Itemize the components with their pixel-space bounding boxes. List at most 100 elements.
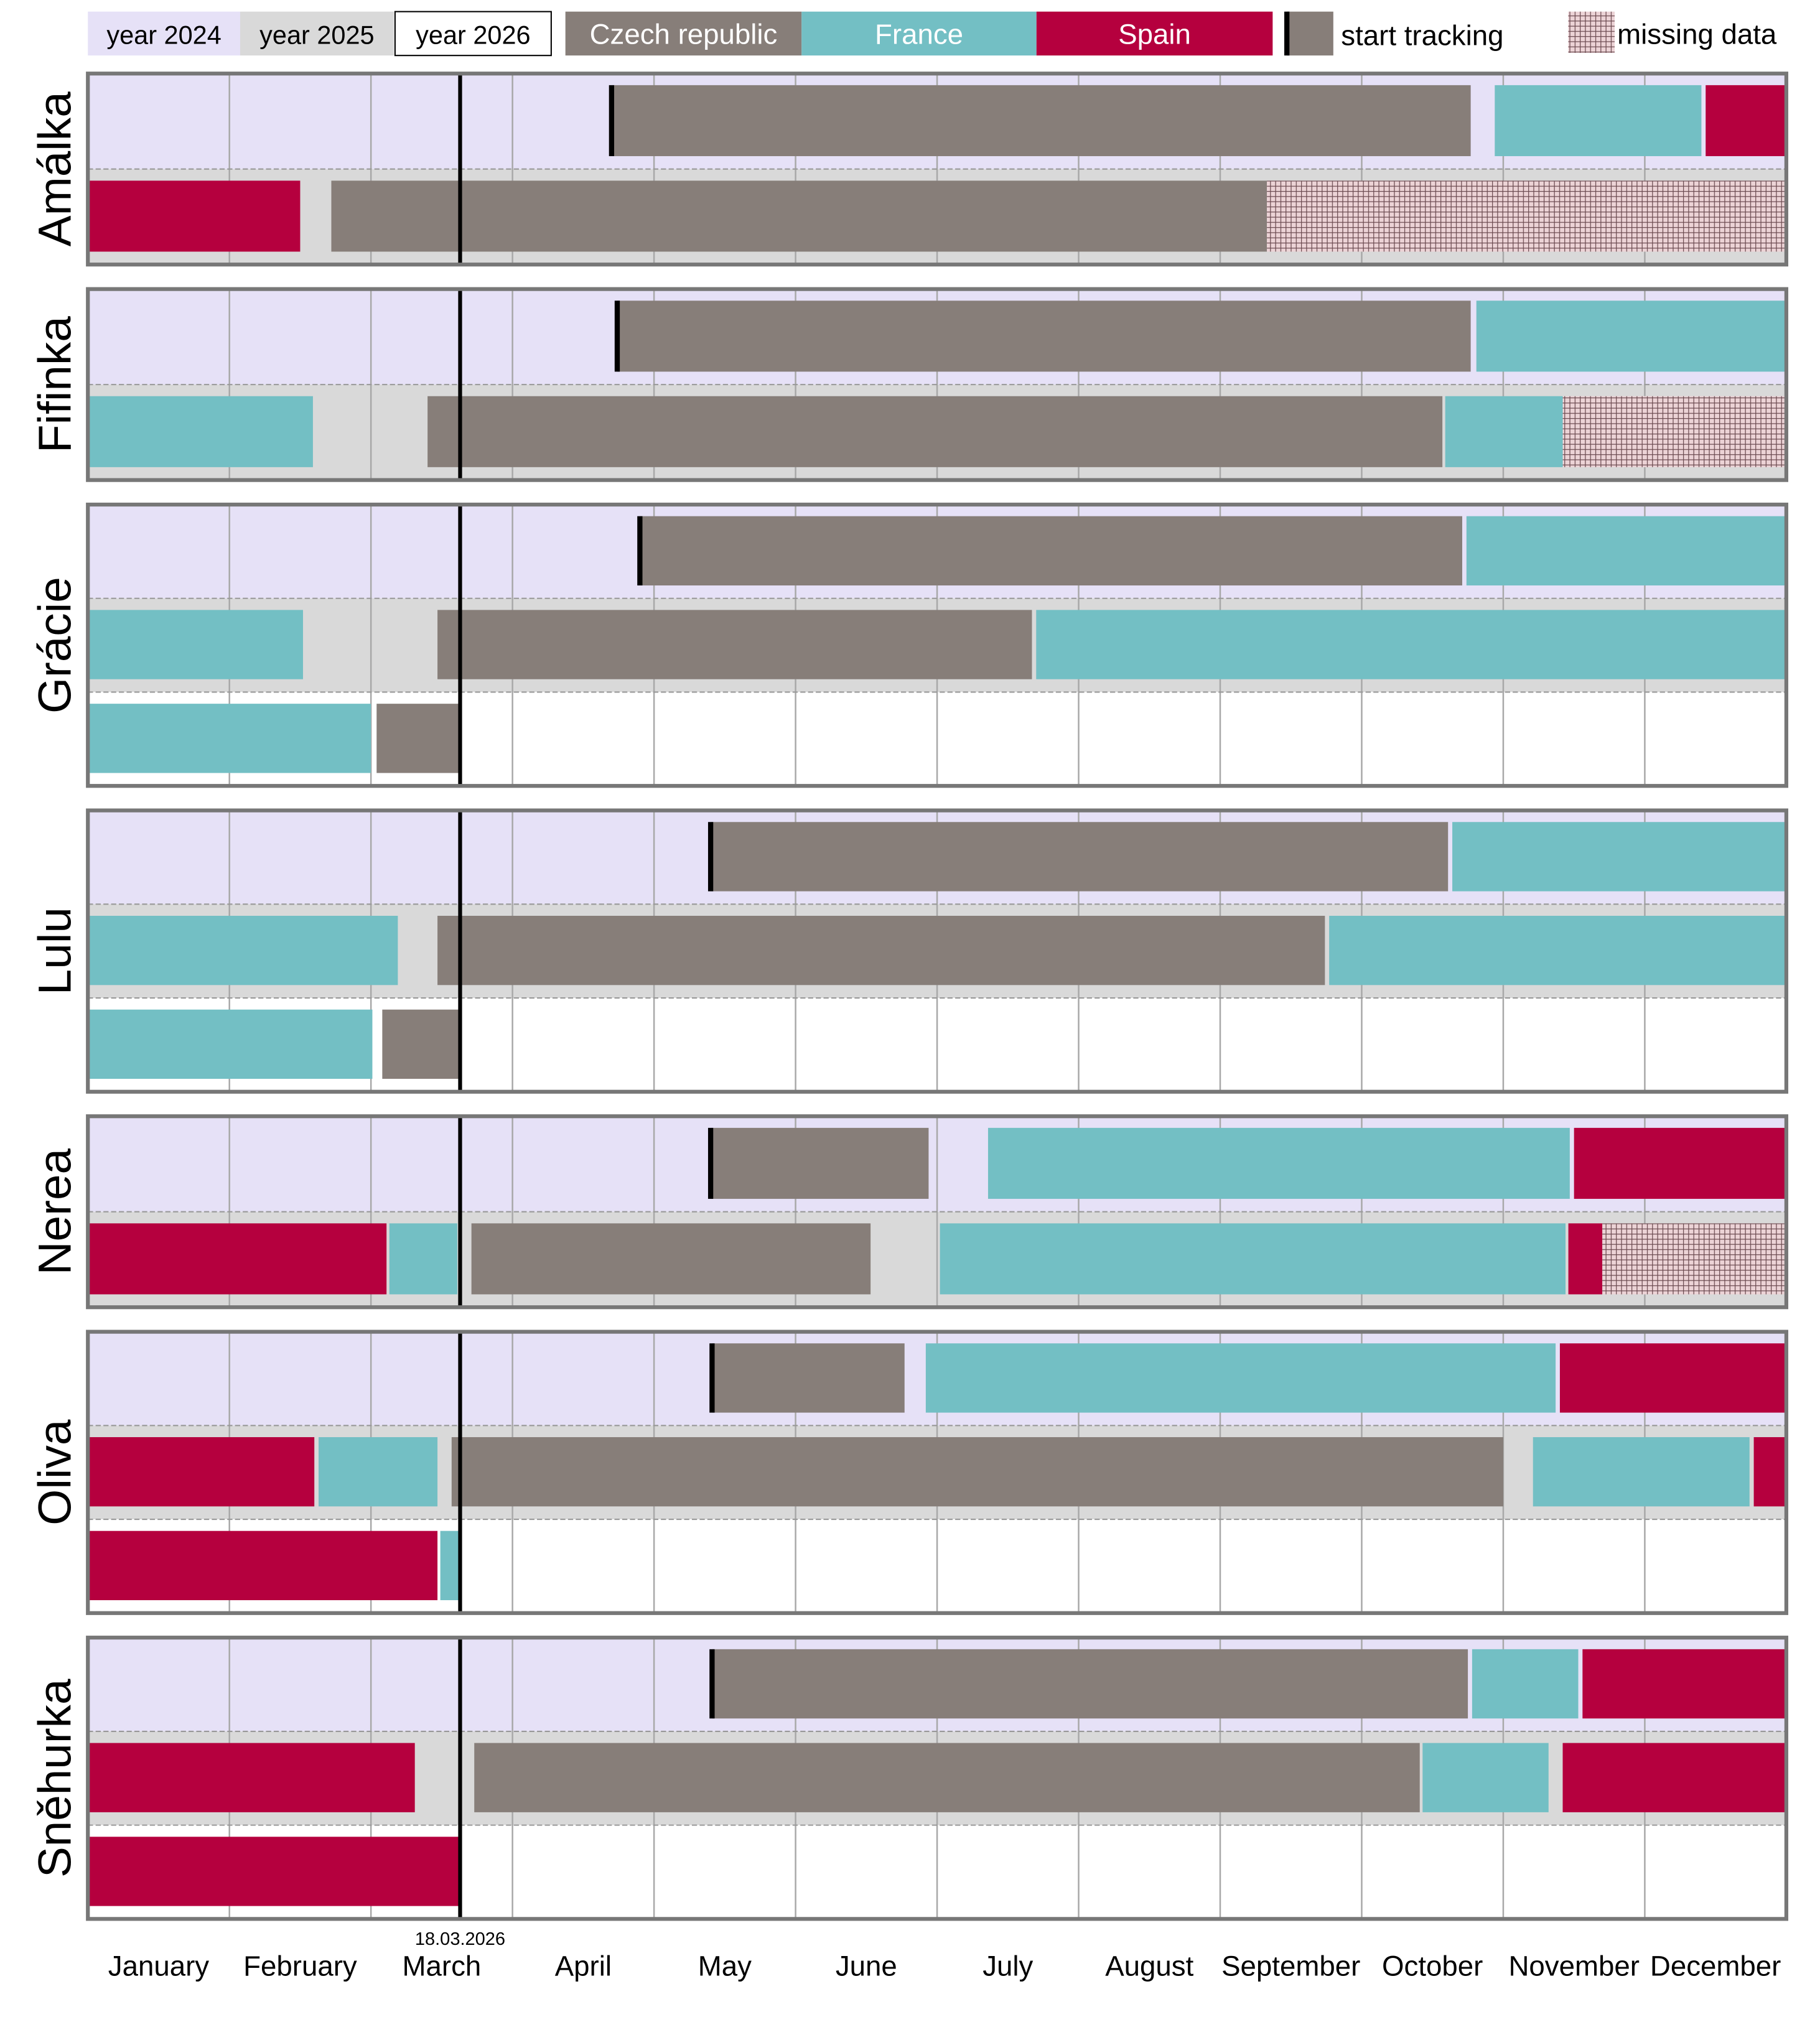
panel-border [86, 502, 1789, 788]
bar-spain-2024 [1559, 1343, 1786, 1413]
bar-spain-2025 [1753, 1437, 1786, 1507]
start-tracking-marker [709, 1649, 715, 1719]
bar-france-2025 [88, 610, 303, 679]
month-label: January [108, 1950, 210, 1982]
month-label: November [1508, 1950, 1639, 1982]
bar-czech-2024 [611, 85, 1471, 156]
bar-spain-2026 [88, 1530, 438, 1601]
animal-name: Lulu [28, 907, 80, 995]
bar-czech-2024 [711, 822, 1449, 892]
month-label: April [555, 1950, 612, 1982]
bar-czech-2025 [427, 396, 1443, 467]
bar-czech-2024 [640, 516, 1462, 586]
bar-france-2025 [1422, 1743, 1549, 1812]
legend-label: Czech republic [590, 19, 778, 50]
legend-item-year2024: year 2024 [88, 11, 240, 56]
bar-czech-2025 [474, 1743, 1420, 1812]
month-label: December [1650, 1950, 1781, 1982]
panel-border [86, 287, 1789, 482]
animal-name: Amálka [28, 91, 80, 246]
legend-item-france: France [801, 11, 1037, 56]
legend-label: Spain [1118, 19, 1191, 50]
bar-czech-2024 [712, 1649, 1468, 1719]
bar-france-2025 [1036, 610, 1786, 679]
legend-item-missing: missing data [1568, 11, 1777, 54]
start-tracking-marker [707, 822, 714, 892]
legend-label: year 2025 [259, 21, 374, 50]
bar-france-2024 [987, 1127, 1570, 1199]
bar-spain-2024 [1582, 1649, 1786, 1719]
bar-spain-2024 [1574, 1127, 1786, 1199]
bar-czech-2024 [711, 1127, 929, 1199]
animal-name: Nerea [28, 1148, 80, 1275]
legend-item-spain: Spain [1036, 11, 1273, 56]
legend-item-year2025: year 2025 [240, 11, 394, 56]
bar-france-2025 [319, 1437, 438, 1507]
animal-panel: Lulu [28, 808, 1789, 1094]
animal-name: Oliva [28, 1419, 80, 1526]
month-label: July [982, 1950, 1033, 1982]
bar-france-2025 [88, 916, 398, 985]
bar-czech-2025 [437, 916, 1325, 985]
bar-france-2024 [1472, 1649, 1579, 1719]
bar-spain-2025 [1568, 1223, 1603, 1295]
month-label: October [1382, 1950, 1483, 1982]
panel-border [86, 72, 1789, 267]
bar-czech-2026 [376, 704, 460, 773]
panel-border [86, 808, 1789, 1094]
legend-label: France [875, 19, 963, 50]
legend-label: year 2026 [416, 21, 530, 50]
today-label: 18.03.2026 [415, 1929, 505, 1949]
animal-name: Grácie [28, 577, 80, 714]
x-axis: 18.03.2026 January February March April May Ju… [108, 1929, 1781, 1982]
start-tracking-marker [609, 85, 615, 156]
bar-spain-2025 [1562, 1743, 1786, 1812]
panel-border [86, 1636, 1789, 1921]
bar-spain-2024 [1706, 85, 1786, 156]
bar-czech-2026 [382, 1009, 460, 1079]
legend: year 2024 year 2025 year 2026 Czech republi… [88, 11, 1777, 57]
bar-france-2025 [1445, 396, 1563, 467]
legend-label: year 2024 [106, 21, 221, 50]
bar-france-2025 [88, 396, 313, 467]
start-tracking-marker [637, 516, 643, 586]
bar-spain-2025 [88, 1223, 387, 1295]
start-tracking-marker [709, 1343, 715, 1413]
animal-name: Fifinka [28, 316, 80, 453]
start-tracking-marker [707, 1127, 714, 1199]
bar-france-2024 [1476, 300, 1786, 372]
bar-france-2026 [88, 1009, 373, 1079]
animal-panel: Grácie [28, 502, 1789, 788]
month-label: June [836, 1950, 897, 1982]
tracking-marker-icon [1284, 11, 1290, 56]
panels: Amálka Fifinka Grácie Lulu Nerea Oliva Sněhurk… [28, 72, 1789, 1921]
bar-czech-2025 [331, 180, 1267, 252]
legend-swatch-tracking [1287, 11, 1333, 56]
panel-border [86, 1114, 1789, 1310]
legend-swatch-year2024 [88, 11, 240, 56]
month-label: May [698, 1950, 752, 1982]
panel-border [86, 1330, 1789, 1615]
month-label: March [403, 1950, 482, 1982]
animal-panel: Fifinka [28, 287, 1789, 482]
bar-czech-2025 [437, 610, 1032, 679]
animal-panel: Oliva [28, 1330, 1789, 1615]
bar-czech-2024 [617, 300, 1471, 372]
bar-spain-2025 [88, 1437, 315, 1507]
bar-france-2024 [925, 1343, 1556, 1413]
animal-name: Sněhurka [28, 1679, 80, 1878]
bar-france-2025 [1329, 916, 1786, 985]
bar-france-2025 [389, 1223, 457, 1295]
legend-swatch-france [801, 11, 1037, 56]
bar-missing-2025 [1267, 180, 1786, 252]
bar-france-2026 [440, 1530, 460, 1601]
month-label: August [1105, 1950, 1193, 1982]
bar-czech-2024 [712, 1343, 905, 1413]
bar-missing-2025 [1602, 1223, 1786, 1295]
bar-spain-2025 [88, 1743, 415, 1812]
bar-france-2024 [1495, 85, 1702, 156]
month-label: September [1221, 1950, 1360, 1982]
bar-france-2025 [940, 1223, 1566, 1295]
legend-swatch-year2026 [394, 11, 552, 57]
